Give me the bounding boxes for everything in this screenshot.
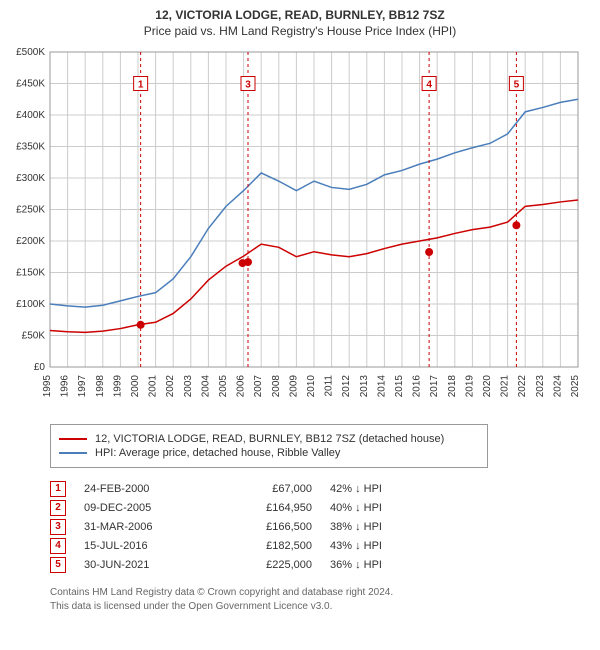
- svg-text:£150K: £150K: [16, 268, 45, 279]
- svg-text:2005: 2005: [218, 375, 229, 398]
- table-row: 1 24-FEB-2000 £67,000 42% ↓ HPI: [50, 481, 580, 497]
- legend-label: HPI: Average price, detached house, Ribb…: [95, 447, 340, 459]
- svg-text:1998: 1998: [95, 375, 106, 398]
- svg-text:2015: 2015: [394, 375, 405, 398]
- sale-date: 15-JUL-2016: [84, 540, 204, 552]
- svg-text:£450K: £450K: [16, 79, 45, 90]
- sale-date: 31-MAR-2006: [84, 521, 204, 533]
- svg-text:2006: 2006: [236, 375, 247, 398]
- sale-index-box: 2: [50, 500, 66, 516]
- svg-text:2016: 2016: [412, 375, 423, 398]
- chart-title-main: 12, VICTORIA LODGE, READ, BURNLEY, BB12 …: [10, 8, 590, 22]
- svg-text:2013: 2013: [359, 375, 370, 398]
- legend-item: HPI: Average price, detached house, Ribb…: [59, 447, 479, 459]
- sale-hpi-delta: 38% ↓ HPI: [330, 521, 430, 533]
- chart-title-sub: Price paid vs. HM Land Registry's House …: [10, 24, 590, 38]
- svg-text:2003: 2003: [183, 375, 194, 398]
- sale-date: 24-FEB-2000: [84, 483, 204, 495]
- svg-text:2000: 2000: [130, 375, 141, 398]
- svg-text:3: 3: [245, 80, 251, 91]
- footer-line-2: This data is licensed under the Open Gov…: [50, 600, 580, 614]
- svg-text:£300K: £300K: [16, 173, 45, 184]
- svg-text:2024: 2024: [552, 375, 563, 398]
- table-row: 5 30-JUN-2021 £225,000 36% ↓ HPI: [50, 557, 580, 573]
- svg-text:5: 5: [514, 80, 520, 91]
- svg-text:2021: 2021: [500, 375, 511, 398]
- svg-text:2022: 2022: [517, 375, 528, 398]
- table-row: 3 31-MAR-2006 £166,500 38% ↓ HPI: [50, 519, 580, 535]
- svg-text:2012: 2012: [341, 375, 352, 398]
- svg-text:£0: £0: [34, 362, 46, 373]
- legend-swatch: [59, 438, 87, 440]
- attribution-footer: Contains HM Land Registry data © Crown c…: [50, 586, 580, 613]
- price-chart: £0 £50K £100K £150K £200K £250K £300K £350K £400…: [10, 44, 590, 414]
- sale-price: £182,500: [222, 540, 312, 552]
- legend-item: 12, VICTORIA LODGE, READ, BURNLEY, BB12 …: [59, 433, 479, 445]
- table-row: 4 15-JUL-2016 £182,500 43% ↓ HPI: [50, 538, 580, 554]
- sale-price: £67,000: [222, 483, 312, 495]
- svg-text:2010: 2010: [306, 375, 317, 398]
- svg-text:2019: 2019: [464, 375, 475, 398]
- sale-date: 30-JUN-2021: [84, 559, 204, 571]
- svg-text:1997: 1997: [77, 375, 88, 398]
- svg-text:2017: 2017: [429, 375, 440, 398]
- legend-swatch: [59, 452, 87, 454]
- sale-hpi-delta: 36% ↓ HPI: [330, 559, 430, 571]
- svg-text:2023: 2023: [535, 375, 546, 398]
- sale-index-box: 1: [50, 481, 66, 497]
- svg-text:2008: 2008: [271, 375, 282, 398]
- svg-text:4: 4: [426, 80, 432, 91]
- svg-text:2002: 2002: [165, 375, 176, 398]
- svg-text:£400K: £400K: [16, 110, 45, 121]
- sale-index-box: 3: [50, 519, 66, 535]
- sale-hpi-delta: 43% ↓ HPI: [330, 540, 430, 552]
- svg-text:1996: 1996: [60, 375, 71, 398]
- sale-price: £166,500: [222, 521, 312, 533]
- svg-text:2001: 2001: [148, 375, 159, 398]
- sale-index-box: 5: [50, 557, 66, 573]
- sales-table: 1 24-FEB-2000 £67,000 42% ↓ HPI 2 09-DEC-2005…: [50, 478, 580, 576]
- footer-line-1: Contains HM Land Registry data © Crown c…: [50, 586, 580, 600]
- svg-text:2009: 2009: [288, 375, 299, 398]
- svg-text:£200K: £200K: [16, 236, 45, 247]
- table-row: 2 09-DEC-2005 £164,950 40% ↓ HPI: [50, 500, 580, 516]
- legend-label: 12, VICTORIA LODGE, READ, BURNLEY, BB12 …: [95, 433, 444, 445]
- svg-text:£100K: £100K: [16, 299, 45, 310]
- svg-text:£250K: £250K: [16, 205, 45, 216]
- svg-text:1999: 1999: [112, 375, 123, 398]
- sale-date: 09-DEC-2005: [84, 502, 204, 514]
- svg-text:£350K: £350K: [16, 142, 45, 153]
- sale-hpi-delta: 42% ↓ HPI: [330, 483, 430, 495]
- sale-hpi-delta: 40% ↓ HPI: [330, 502, 430, 514]
- svg-text:1: 1: [138, 80, 144, 91]
- svg-text:2004: 2004: [200, 375, 211, 398]
- sale-index-box: 4: [50, 538, 66, 554]
- sale-price: £225,000: [222, 559, 312, 571]
- svg-text:2018: 2018: [447, 375, 458, 398]
- svg-text:£50K: £50K: [22, 331, 46, 342]
- svg-text:2014: 2014: [376, 375, 387, 398]
- svg-text:2007: 2007: [253, 375, 264, 398]
- chart-legend: 12, VICTORIA LODGE, READ, BURNLEY, BB12 …: [50, 424, 488, 468]
- svg-text:1995: 1995: [42, 375, 53, 398]
- svg-text:2011: 2011: [324, 375, 335, 397]
- svg-text:2020: 2020: [482, 375, 493, 398]
- sale-price: £164,950: [222, 502, 312, 514]
- svg-text:2025: 2025: [570, 375, 581, 398]
- svg-text:£500K: £500K: [16, 47, 45, 58]
